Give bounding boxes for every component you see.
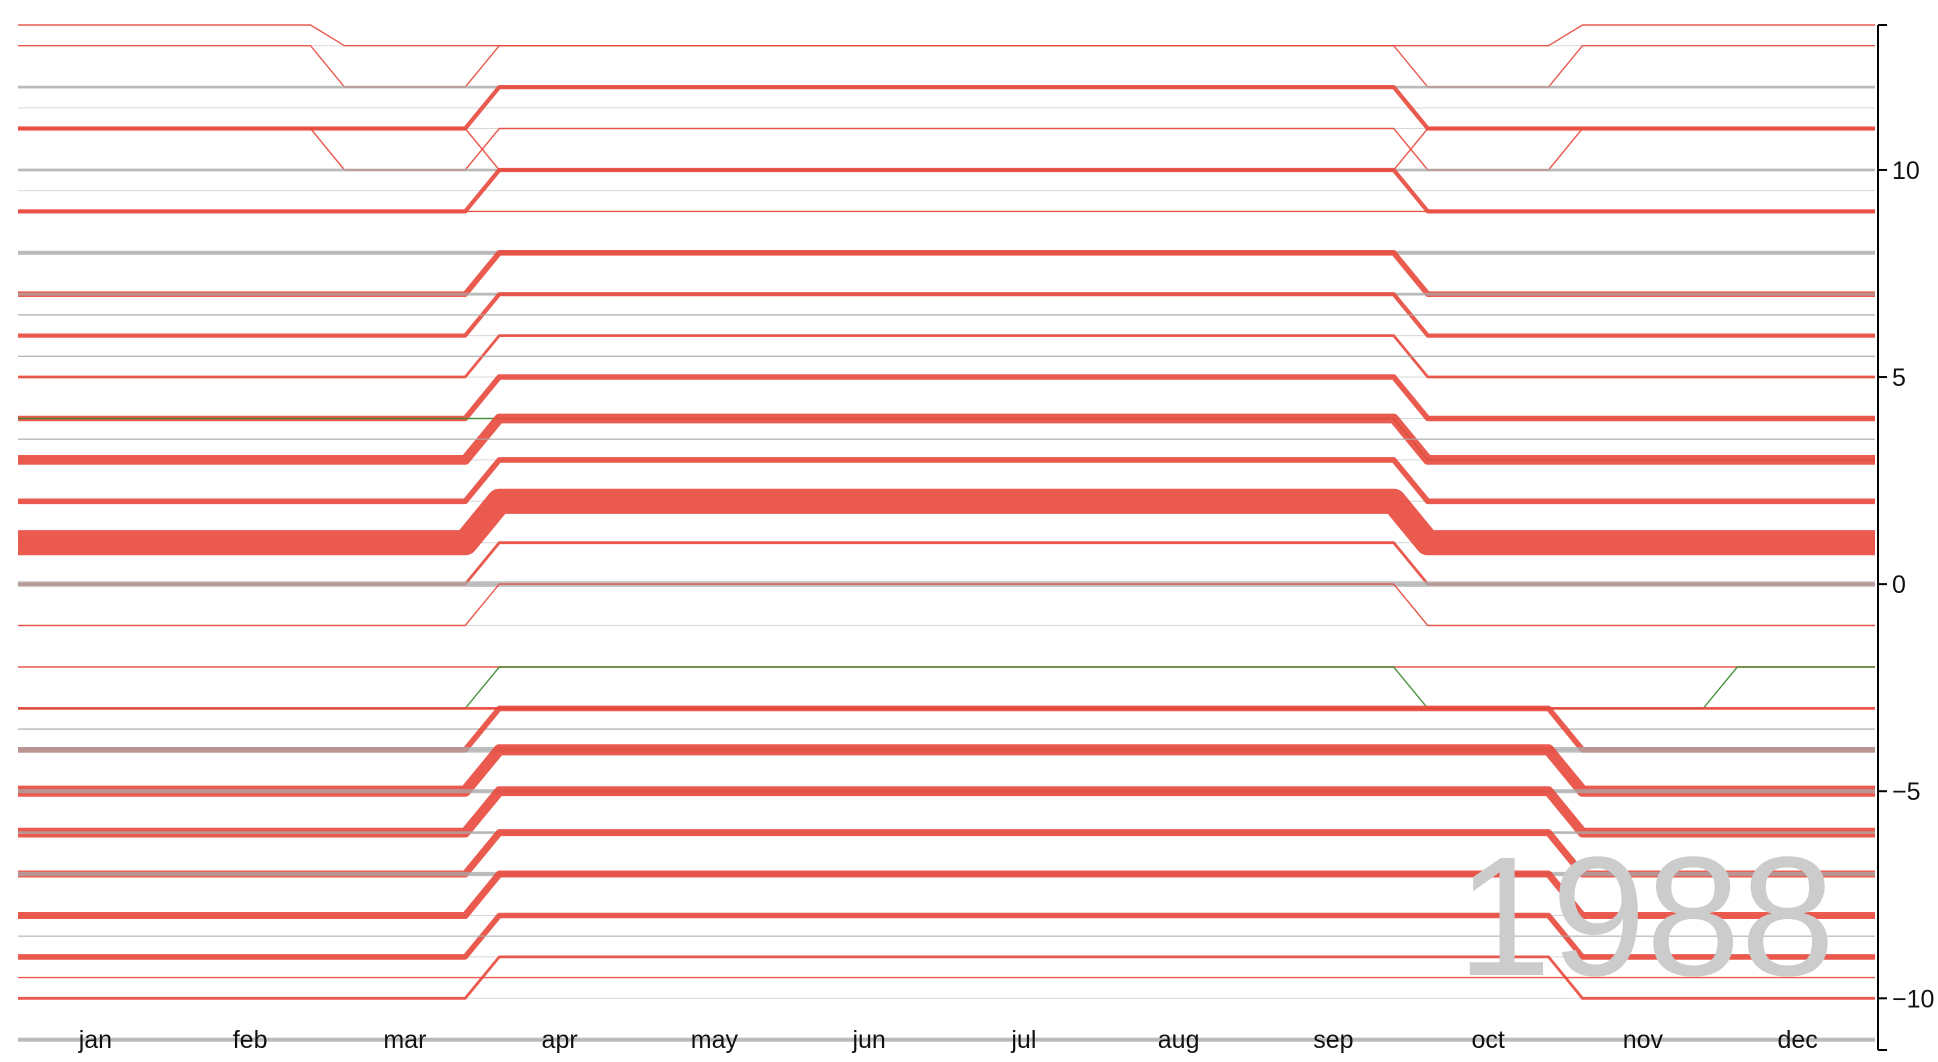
series-line-19 [18, 413, 1875, 465]
series-line-2 [18, 45, 1875, 88]
series-line-15 [18, 334, 1875, 379]
series-line-32 [18, 744, 1875, 797]
series-line-27 [18, 666, 1875, 710]
x-axis: jan feb mar apr may jun jul aug sep oct nov dec [78, 1026, 1818, 1054]
series-line-17 [18, 374, 1875, 422]
y-tick-label: 5 [1892, 364, 1906, 392]
y-tick-label: −10 [1892, 985, 1934, 1013]
y-tick-label: 10 [1892, 157, 1920, 185]
series-line-11 [18, 250, 1875, 298]
y-tick-label: 0 [1892, 571, 1906, 599]
series-line-39 [18, 912, 1875, 960]
series-line-5 [18, 127, 1875, 171]
x-tick-label-mar: mar [383, 1026, 426, 1054]
series-layer [18, 24, 1875, 1042]
x-tick-label-feb: feb [233, 1026, 268, 1054]
y-axis: 10 5 0 −5 −10 [1877, 24, 1934, 1051]
x-tick-label-may: may [691, 1026, 739, 1054]
series-line-21 [18, 457, 1875, 505]
series-line-38 [18, 870, 1875, 919]
x-tick-label-jun: jun [851, 1026, 885, 1054]
x-tick-label-aug: aug [1158, 1026, 1200, 1054]
x-tick-label-jan: jan [78, 1026, 112, 1054]
y-tick-label: −5 [1892, 778, 1921, 806]
series-line-1 [18, 24, 1875, 47]
x-tick-label-oct: oct [1471, 1026, 1504, 1054]
x-tick-label-nov: nov [1623, 1026, 1664, 1054]
x-tick-label-jul: jul [1010, 1026, 1036, 1054]
x-tick-label-sep: sep [1313, 1026, 1353, 1054]
series-line-41 [18, 955, 1875, 1000]
series-line-6 [18, 127, 1875, 171]
series-line-22 [18, 488, 1875, 556]
series-line-25 [18, 583, 1875, 627]
x-tick-label-dec: dec [1777, 1026, 1817, 1054]
year-label: 1988 [1457, 822, 1835, 1012]
series-line-13 [18, 292, 1875, 338]
x-tick-label-apr: apr [542, 1026, 578, 1054]
